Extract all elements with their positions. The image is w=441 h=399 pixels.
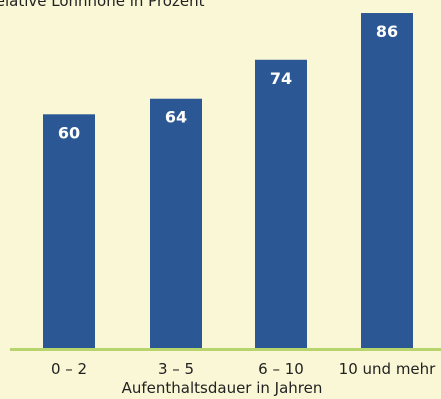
- x-tick-label-4: 10 und mehr: [339, 360, 437, 378]
- bar-value-label-3: 74: [270, 69, 292, 88]
- x-axis-label: Aufenthaltsdauer in Jahren: [122, 379, 323, 397]
- x-tick-label-1: 0 – 2: [51, 360, 87, 378]
- bar-1: [43, 114, 95, 348]
- bar-value-label-1: 60: [58, 123, 80, 142]
- chart-title: Relative Lohnhöhe in Prozent: [0, 0, 205, 10]
- bar-4: [361, 13, 413, 349]
- bar-value-label-4: 86: [376, 22, 398, 41]
- bar-3: [255, 59, 307, 349]
- x-tick-labels: 0 – 2 3 – 5 6 – 10 10 und mehr: [51, 360, 436, 378]
- bar-2: [150, 98, 202, 348]
- bar-value-label-2: 64: [165, 108, 187, 127]
- x-tick-label-3: 6 – 10: [258, 360, 304, 378]
- bars-layer: 60 64 74 86: [43, 13, 413, 349]
- x-tick-label-2: 3 – 5: [158, 360, 194, 378]
- x-axis-baseline: [10, 348, 441, 351]
